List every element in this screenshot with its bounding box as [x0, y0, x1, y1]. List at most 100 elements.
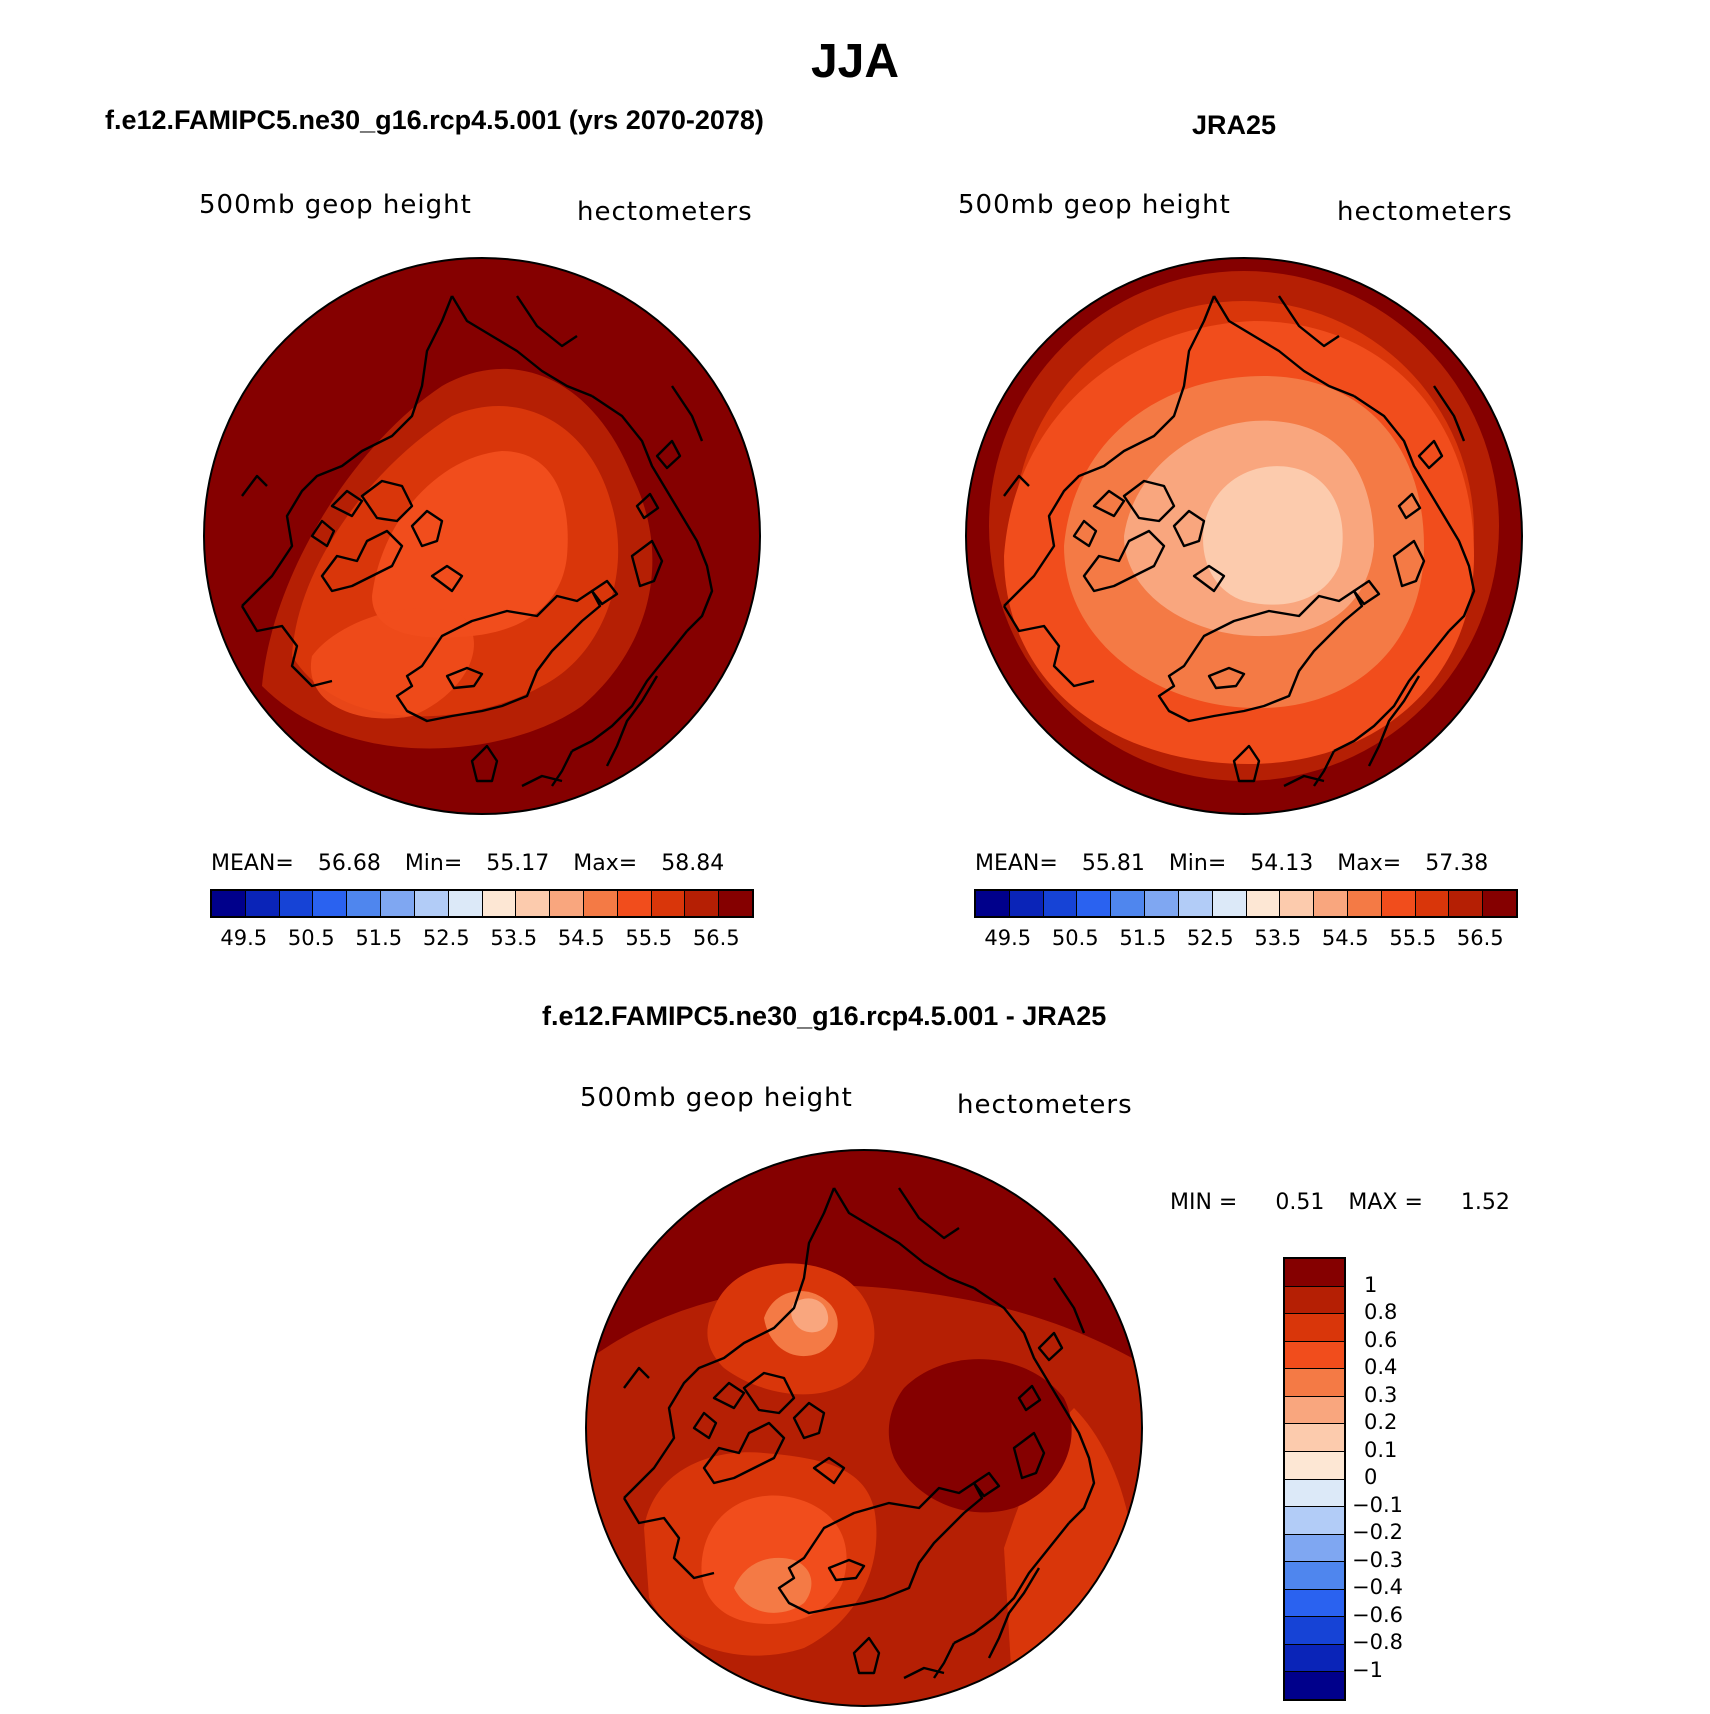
- figure-title: JJA: [810, 35, 900, 88]
- colorbar-box: [1285, 1644, 1344, 1673]
- colorbar-tick-label: 51.5: [355, 926, 403, 950]
- colorbar-tick-label: 52.5: [1186, 926, 1234, 950]
- colorbar-tick-label: −0.2: [1352, 1520, 1403, 1544]
- colorbar-box: [1285, 1451, 1344, 1480]
- colorbar-tick-label: 55.5: [625, 926, 673, 950]
- colorbar-tick-label: 52.5: [422, 926, 470, 950]
- colorbar-box: [1145, 891, 1179, 916]
- colorbar-tick-label: 0.4: [1364, 1355, 1398, 1379]
- panel-obs-units: hectometers: [1337, 197, 1513, 227]
- colorbar-tick-label: 56.5: [692, 926, 740, 950]
- colorbar-box: [1483, 891, 1516, 916]
- colorbar-box: [279, 891, 314, 916]
- colorbar-tick-label: −0.8: [1352, 1630, 1403, 1654]
- panel-diff-colorbar: [1283, 1257, 1346, 1701]
- colorbar-box: [1285, 1259, 1344, 1287]
- colorbar-tick-label: 1: [1364, 1272, 1378, 1297]
- colorbar-box: [212, 891, 246, 916]
- colorbar-box: [1285, 1424, 1344, 1452]
- colorbar-box: [1285, 1534, 1344, 1563]
- colorbar-box: [1178, 891, 1213, 916]
- colorbar-tick-label: −0.3: [1352, 1547, 1403, 1572]
- colorbar-tick-label: −0.4: [1352, 1575, 1403, 1599]
- colorbar-box: [1246, 891, 1281, 916]
- colorbar-tick-label: 49.5: [984, 926, 1032, 950]
- colorbar-box: [414, 891, 449, 916]
- colorbar-box: [1285, 1341, 1344, 1370]
- colorbar-tick-label: 0.3: [1364, 1382, 1398, 1407]
- colorbar-tick-label: 56.5: [1456, 926, 1504, 950]
- colorbar-box: [516, 891, 551, 916]
- colorbar-tick-label: −0.1: [1352, 1492, 1403, 1517]
- colorbar-tick-label: 50.5: [1051, 926, 1099, 950]
- colorbar-box: [1285, 1286, 1344, 1315]
- colorbar-tick-label: 55.5: [1389, 926, 1437, 950]
- colorbar-box: [347, 891, 382, 916]
- panel-model-units: hectometers: [577, 197, 753, 227]
- colorbar-box: [1111, 891, 1146, 916]
- colorbar-box: [1347, 891, 1382, 916]
- colorbar-box: [651, 891, 686, 916]
- colorbar-box: [1285, 1314, 1344, 1342]
- panel-obs-map: [965, 257, 1523, 815]
- colorbar-box: [1285, 1507, 1344, 1535]
- panel-diff-colorbar-ticks: 1 0.8 0.6 0.4 0.3 0.2 0.1 0 −0.1 −0.2 −0.3 −0.4 −0.6…: [1352, 1257, 1472, 1697]
- colorbar-tick-label: 53.5: [490, 926, 538, 950]
- colorbar-box: [719, 891, 752, 916]
- panel-model-variable: 500mb geop height: [199, 190, 472, 220]
- panel-model-map: [203, 257, 761, 815]
- colorbar-tick-label: 0.6: [1364, 1327, 1398, 1352]
- colorbar-box: [1043, 891, 1078, 916]
- colorbar-box: [1285, 1369, 1344, 1397]
- colorbar-box: [381, 891, 415, 916]
- colorbar-tick-label: 51.5: [1119, 926, 1167, 950]
- panel-obs-variable: 500mb geop height: [958, 190, 1231, 220]
- colorbar-box: [1009, 891, 1044, 916]
- colorbar-box: [448, 891, 483, 916]
- colorbar-box: [583, 891, 618, 916]
- panel-diff-title: f.e12.FAMIPC5.ne30_g16.rcp4.5.001 - JRA2…: [542, 1001, 1107, 1031]
- panel-diff-units: hectometers: [957, 1090, 1133, 1120]
- colorbar-tick-label: 54.5: [1321, 926, 1369, 950]
- colorbar-box: [617, 891, 652, 916]
- colorbar-tick-label: 53.5: [1254, 926, 1302, 950]
- panel-model-colorbar: [210, 889, 754, 918]
- colorbar-box: [1285, 1672, 1344, 1699]
- panel-model-title: f.e12.FAMIPC5.ne30_g16.rcp4.5.001 (yrs 2…: [105, 105, 764, 135]
- colorbar-box: [1285, 1589, 1344, 1618]
- colorbar-box: [1280, 891, 1315, 916]
- colorbar-box: [1285, 1562, 1344, 1590]
- map-boundary: [203, 257, 761, 815]
- colorbar-box: [245, 891, 280, 916]
- colorbar-tick-label: −0.6: [1352, 1602, 1403, 1627]
- panel-obs-colorbar: [974, 889, 1518, 918]
- colorbar-box: [313, 891, 348, 916]
- colorbar-tick-label: −1: [1352, 1657, 1383, 1682]
- panel-obs-colorbar-ticks: 49.5 50.5 51.5 52.5 53.5 54.5 55.5 56.5: [974, 926, 1514, 952]
- panel-diff-stats: MIN = 0.51 MAX = 1.52: [1170, 1190, 1510, 1215]
- colorbar-box: [1314, 891, 1348, 916]
- colorbar-box: [685, 891, 720, 916]
- colorbar-box: [1285, 1617, 1344, 1645]
- panel-diff-variable: 500mb geop height: [580, 1083, 853, 1113]
- colorbar-box: [1449, 891, 1484, 916]
- colorbar-box: [482, 891, 517, 916]
- colorbar-tick-label: 54.5: [557, 926, 605, 950]
- panel-obs-stats: MEAN= 55.81 Min= 54.13 Max= 57.38: [975, 851, 1489, 876]
- colorbar-tick-label: 0.8: [1364, 1300, 1398, 1324]
- colorbar-box: [1212, 891, 1247, 916]
- colorbar-tick-label: 0.1: [1364, 1437, 1398, 1462]
- colorbar-box: [1077, 891, 1112, 916]
- colorbar-tick-label: 0.2: [1364, 1410, 1398, 1434]
- colorbar-tick-label: 49.5: [220, 926, 268, 950]
- panel-model-stats: MEAN= 56.68 Min= 55.17 Max= 58.84: [211, 851, 725, 876]
- panel-model-colorbar-ticks: 49.5 50.5 51.5 52.5 53.5 54.5 55.5 56.5: [210, 926, 750, 952]
- colorbar-box: [1381, 891, 1416, 916]
- panel-diff-map: [585, 1149, 1143, 1707]
- colorbar-tick-label: 0: [1364, 1465, 1378, 1489]
- colorbar-box: [550, 891, 584, 916]
- colorbar-box: [976, 891, 1010, 916]
- panel-obs-title: JRA25: [1192, 110, 1277, 140]
- colorbar-tick-label: 50.5: [287, 926, 335, 950]
- colorbar-box: [1285, 1396, 1344, 1425]
